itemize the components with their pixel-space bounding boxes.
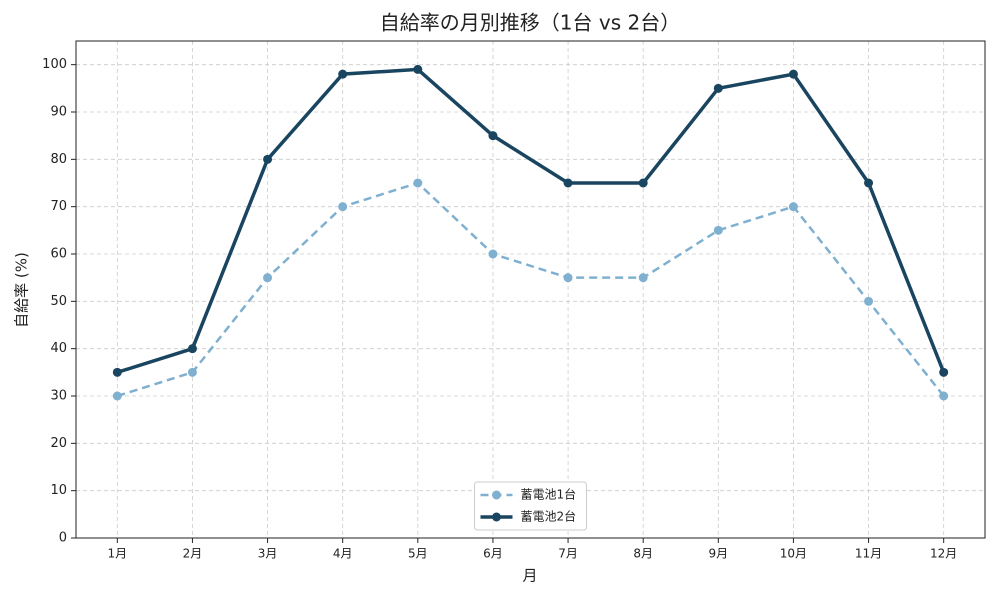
y-tick-label: 10 (50, 483, 67, 498)
y-tick-label: 0 (59, 531, 67, 546)
legend-marker (492, 490, 501, 500)
x-tick-label: 9月 (708, 547, 728, 561)
data-point (413, 64, 423, 74)
y-tick-label: 90 (50, 105, 67, 120)
data-point (713, 225, 723, 235)
data-point (338, 202, 348, 212)
x-tick-label: 6月 (483, 547, 503, 561)
legend-label: 蓄電池2台 (521, 509, 577, 524)
data-point (263, 154, 273, 164)
data-point (338, 69, 348, 79)
series-line (116, 181, 945, 398)
y-tick-label: 80 (50, 152, 67, 167)
data-point (112, 367, 122, 377)
chart-title: 自給率の月別推移（1台 vs 2台） (380, 11, 680, 35)
y-tick-label: 40 (50, 341, 67, 356)
data-point (864, 178, 874, 188)
legend-marker (492, 512, 501, 522)
plot-frame (75, 40, 986, 539)
y-tick-label: 60 (50, 247, 67, 262)
data-point (263, 273, 273, 283)
data-point (563, 273, 573, 283)
data-point (713, 83, 723, 93)
x-tick-label: 3月 (258, 547, 278, 561)
data-point (864, 296, 874, 306)
y-tick-label: 70 (50, 199, 67, 214)
x-tick-label: 7月 (558, 547, 578, 561)
data-point (788, 69, 798, 79)
x-tick-label: 5月 (408, 547, 428, 561)
data-point (939, 367, 949, 377)
x-tick-label: 11月 (855, 547, 882, 561)
x-axis-label: 月 (522, 567, 537, 585)
data-point (112, 391, 122, 401)
data-point (788, 202, 798, 212)
y-tick-label: 100 (42, 57, 67, 72)
data-point (638, 178, 648, 188)
y-tick-label: 50 (50, 294, 67, 309)
data-point (413, 178, 423, 188)
data-point (563, 178, 573, 188)
x-tick-label: 1月 (107, 547, 127, 561)
series-line (116, 67, 946, 375)
data-point (488, 249, 498, 259)
y-tick-label: 30 (50, 389, 67, 404)
legend-label: 蓄電池1台 (521, 487, 577, 502)
data-point (187, 367, 197, 377)
data-point (488, 131, 498, 141)
x-tick-label: 10月 (780, 547, 807, 561)
data-point (638, 273, 648, 283)
y-axis-label: 自給率 (%) (13, 252, 31, 328)
data-point (939, 391, 949, 401)
data-point (187, 344, 197, 354)
x-tick-label: 2月 (183, 547, 203, 561)
x-tick-label: 12月 (930, 547, 957, 561)
x-tick-label: 8月 (633, 547, 653, 561)
y-tick-label: 20 (50, 436, 67, 451)
x-tick-label: 4月 (333, 547, 353, 561)
